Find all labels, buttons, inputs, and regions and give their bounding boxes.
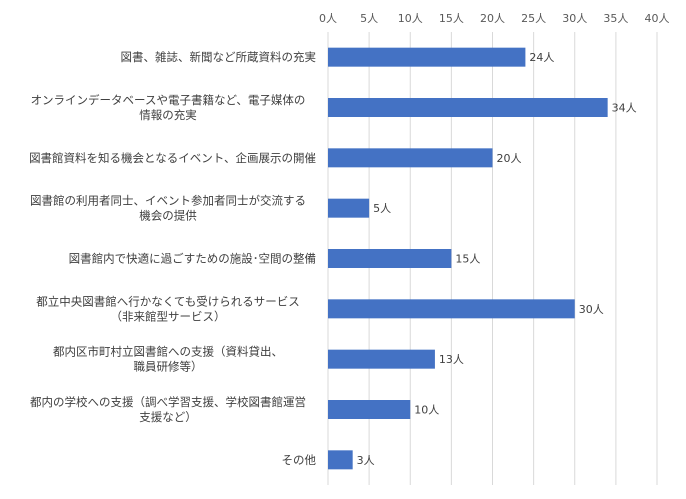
category-label: 図書、雑誌、新聞など所蔵資料の充実: [121, 50, 317, 64]
x-axis-tick-labels: 0人 5人 10人 15人 20人 25人 30人 35人 40人: [319, 12, 670, 25]
data-label: 30人: [579, 303, 604, 316]
data-label: 20人: [497, 152, 522, 165]
category-label: 都内の学校への支援（調べ学習支援、学校図書館運営: [30, 395, 306, 409]
bar: [328, 198, 370, 218]
category-labels: 図書、雑誌、新聞など所蔵資料の充実オンラインデータベースや電子書籍など、電子媒体…: [29, 50, 316, 467]
category-label: オンラインデータベースや電子書籍など、電子媒体の: [31, 93, 306, 107]
category-label: 都立中央図書館へ行かなくても受けられるサービス: [36, 294, 300, 308]
bar: [328, 148, 493, 168]
x-tick-label: 10人: [398, 12, 423, 25]
category-label: （非来館型サービス）: [111, 309, 226, 323]
category-label: 機会の提供: [139, 209, 197, 223]
bar: [328, 400, 411, 419]
data-label: 24人: [529, 51, 554, 64]
x-tick-label: 35人: [603, 12, 628, 25]
data-label: 34人: [612, 102, 637, 115]
category-label: 支援など）: [139, 410, 197, 424]
data-label: 15人: [455, 253, 480, 266]
bar: [328, 47, 526, 67]
bar: [328, 450, 353, 470]
x-tick-label: 30人: [562, 12, 587, 25]
bars: [328, 47, 608, 470]
x-tick-label: 15人: [439, 12, 464, 25]
data-label: 10人: [414, 404, 439, 417]
x-tick-label: 40人: [645, 12, 670, 25]
x-tick-label: 5人: [360, 12, 378, 25]
bar: [328, 249, 452, 268]
data-labels: 24人 34人 20人 5人 15人 30人 13人 10人 3人: [357, 51, 637, 467]
bar: [328, 299, 575, 319]
category-label: 情報の充実: [139, 108, 197, 122]
category-label: その他: [282, 453, 317, 467]
data-label: 3人: [357, 454, 375, 467]
data-label: 13人: [439, 353, 464, 366]
category-label: 図書館内で快適に過ごすための施設･空間の整備: [69, 252, 316, 266]
bar: [328, 98, 608, 117]
x-tick-label: 25人: [521, 12, 546, 25]
category-label: 図書館の利用者同士、イベント参加者同士が交流する: [30, 194, 306, 208]
category-label: 職員研修等）: [134, 360, 203, 374]
x-tick-label: 20人: [480, 12, 505, 25]
data-label: 5人: [373, 202, 391, 215]
category-label: 図書館資料を知る機会となるイベント、企画展示の開催: [29, 151, 316, 165]
category-label: 都内区市町村立図書館への支援（資料貸出、: [53, 345, 283, 359]
x-tick-label: 0人: [319, 12, 337, 25]
bar: [328, 349, 435, 369]
